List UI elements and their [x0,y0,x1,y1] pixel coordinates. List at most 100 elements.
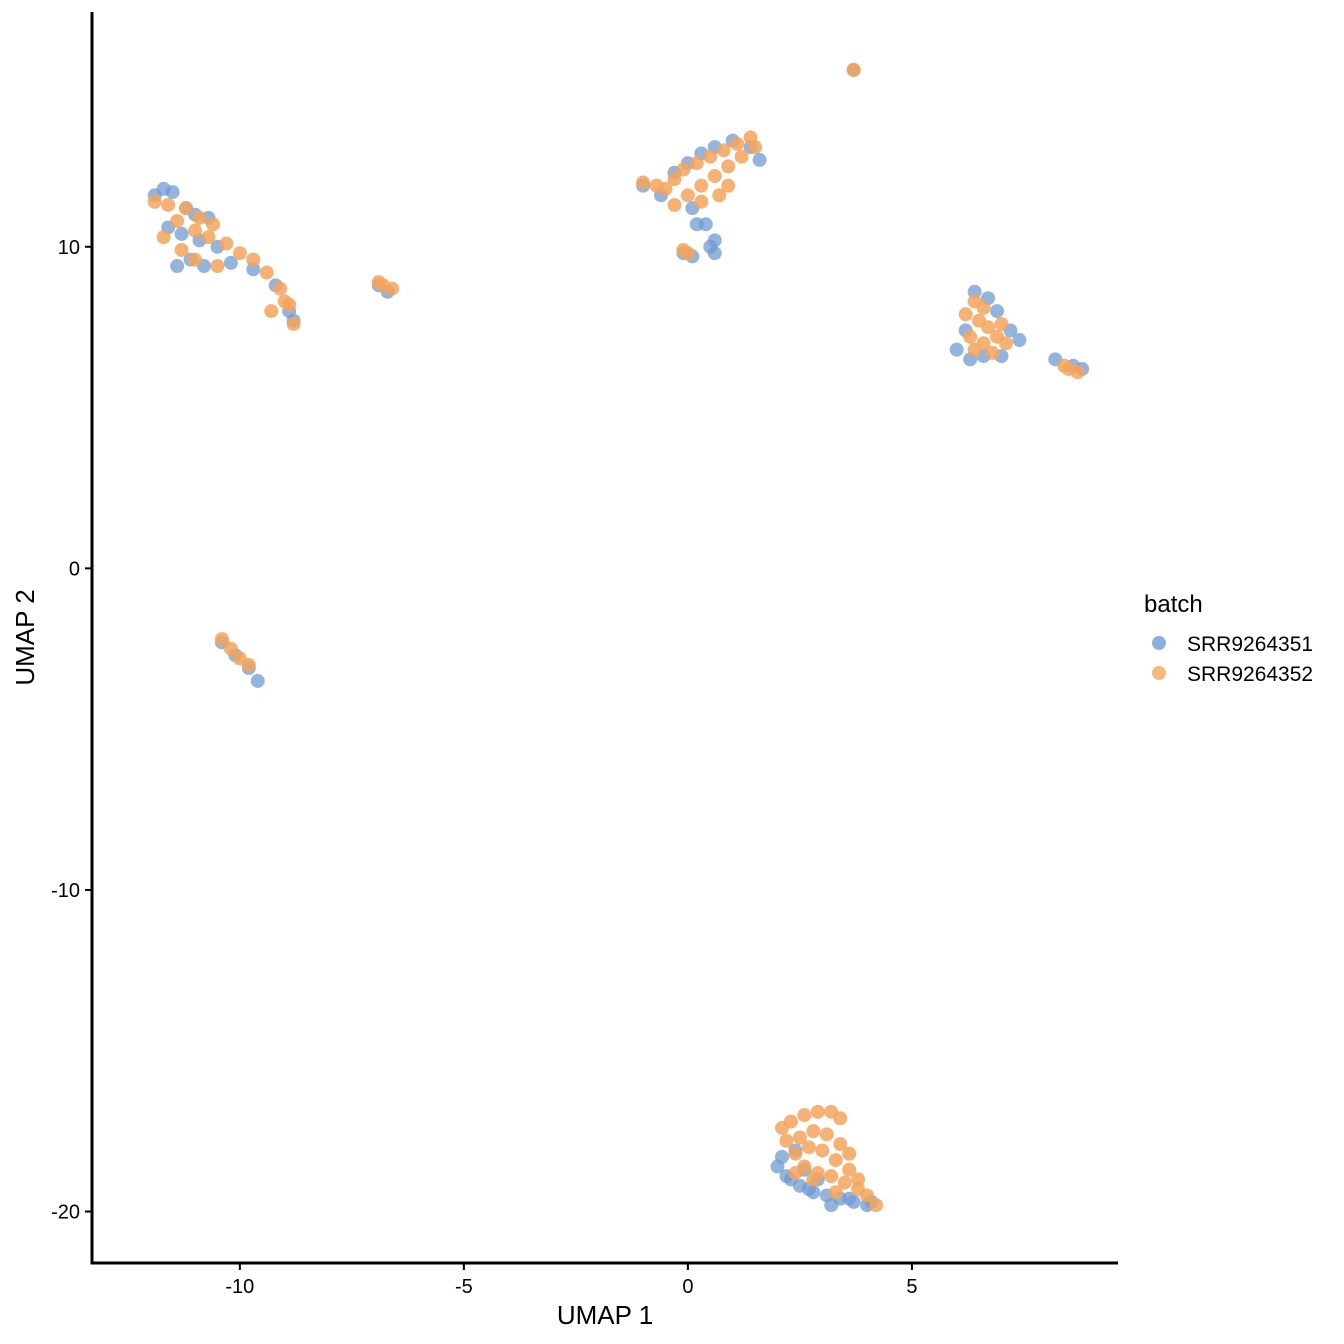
point-SRR9264352 [1057,358,1072,373]
point-SRR9264351 [707,246,722,261]
legend-key-SRR9264351 [1152,636,1166,650]
point-SRR9264352 [819,1127,834,1142]
point-SRR9264352 [636,175,651,190]
point-SRR9264352 [824,1169,839,1184]
point-SRR9264352 [694,194,709,209]
legend-key-SRR9264352 [1152,666,1166,680]
point-SRR9264352 [748,140,763,155]
point-SRR9264352 [214,632,229,647]
point-SRR9264352 [958,307,973,322]
point-SRR9264352 [846,62,861,77]
point-SRR9264352 [797,1108,812,1123]
y-tick-label: 10 [58,237,80,259]
point-SRR9264352 [161,197,176,212]
point-SRR9264352 [837,1175,852,1190]
legend-title: batch [1144,591,1203,618]
point-SRR9264352 [788,1146,803,1161]
y-axis-title: UMAP 2 [10,589,40,685]
point-SRR9264352 [994,316,1009,331]
legend-entries: SRR9264351 SRR9264352 [1152,633,1313,686]
legend-label: SRR9264351 [1187,633,1313,656]
x-tick-label: -10 [225,1276,254,1298]
point-SRR9264352 [170,214,185,229]
point-SRR9264351 [707,233,722,248]
point-SRR9264351 [990,304,1005,319]
point-SRR9264352 [147,194,162,209]
point-SRR9264352 [174,242,189,257]
point-SRR9264351 [174,226,189,241]
point-SRR9264352 [286,316,301,331]
point-SRR9264352 [385,281,400,296]
point-SRR9264352 [676,162,691,177]
point-SRR9264352 [985,345,1000,360]
point-SRR9264352 [232,246,247,261]
point-SRR9264351 [842,1191,857,1206]
point-SRR9264352 [967,342,982,357]
point-SRR9264352 [828,1153,843,1168]
point-SRR9264352 [721,178,736,193]
point-SRR9264351 [967,284,982,299]
point-SRR9264352 [205,217,220,232]
point-SRR9264352 [788,1165,803,1180]
point-SRR9264352 [210,259,225,274]
point-SRR9264352 [223,641,238,656]
x-tick-label: -5 [455,1276,473,1298]
scatter-points [147,62,1090,1213]
point-SRR9264351 [1012,333,1027,348]
legend: batch SRR9264351 SRR9264352 [1144,591,1313,686]
point-SRR9264352 [259,265,274,280]
point-SRR9264352 [667,172,682,187]
point-SRR9264352 [241,657,256,672]
point-SRR9264352 [716,143,731,158]
point-SRR9264352 [1070,365,1085,380]
point-SRR9264352 [273,281,288,296]
point-SRR9264352 [219,236,234,251]
x-axis-title: UMAP 1 [557,1300,653,1330]
point-SRR9264352 [783,1114,798,1129]
point-SRR9264351 [949,342,964,357]
point-SRR9264352 [188,223,203,238]
point-SRR9264352 [734,149,749,164]
point-SRR9264352 [810,1104,825,1119]
point-SRR9264352 [998,336,1013,351]
point-SRR9264352 [833,1111,848,1126]
series-SRR9264351 [147,62,1090,1213]
point-SRR9264352 [981,320,996,335]
point-SRR9264352 [860,1188,875,1203]
point-SRR9264352 [815,1143,830,1158]
x-tick-label: 0 [682,1276,693,1298]
legend-label: SRR9264352 [1187,663,1313,686]
point-SRR9264352 [963,329,978,344]
point-SRR9264352 [680,188,695,203]
point-SRR9264352 [801,1140,816,1155]
point-SRR9264351 [223,255,238,270]
point-SRR9264352 [703,149,718,164]
point-SRR9264351 [250,673,265,688]
point-SRR9264352 [689,156,704,171]
point-SRR9264352 [712,188,727,203]
point-SRR9264352 [694,178,709,193]
point-SRR9264352 [667,197,682,212]
point-SRR9264351 [170,259,185,274]
point-SRR9264352 [680,246,695,261]
point-SRR9264352 [277,294,292,309]
point-SRR9264352 [201,230,216,245]
x-tick-label: 5 [906,1276,917,1298]
point-SRR9264352 [156,230,171,245]
point-SRR9264352 [976,300,991,315]
y-tick-label: -20 [51,1202,80,1224]
point-SRR9264352 [851,1172,866,1187]
point-SRR9264351 [165,185,180,200]
point-SRR9264351 [774,1149,789,1164]
point-SRR9264352 [188,252,203,267]
point-SRR9264352 [192,210,207,225]
x-ticks: -10 -5 0 5 [225,1263,917,1298]
point-SRR9264352 [828,1185,843,1200]
point-SRR9264352 [730,136,745,151]
point-SRR9264352 [869,1198,884,1213]
point-SRR9264351 [752,152,767,167]
y-tick-label: 0 [69,558,80,580]
point-SRR9264352 [779,1133,794,1148]
point-SRR9264352 [721,159,736,174]
